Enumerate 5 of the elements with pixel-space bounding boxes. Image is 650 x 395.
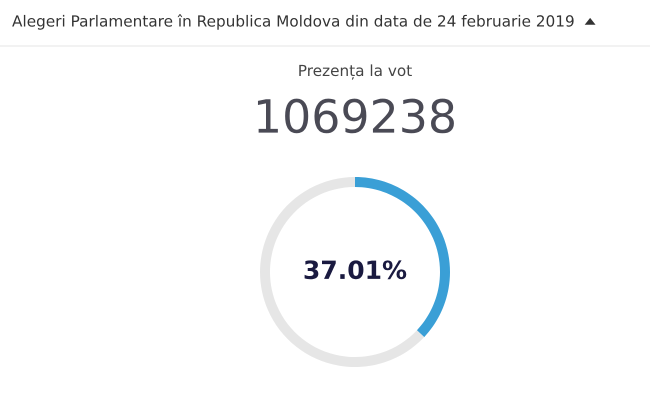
chart-subtitle: Prezența la vot (299, 64, 412, 80)
donut-slice (260, 177, 424, 367)
data-label: 37.01% (304, 260, 406, 280)
chart-title: Alegeri Parlamentare în Republica Moldova din data de 24 februarie 2019 (12, 14, 574, 30)
text: 1069238 (258, 98, 454, 134)
